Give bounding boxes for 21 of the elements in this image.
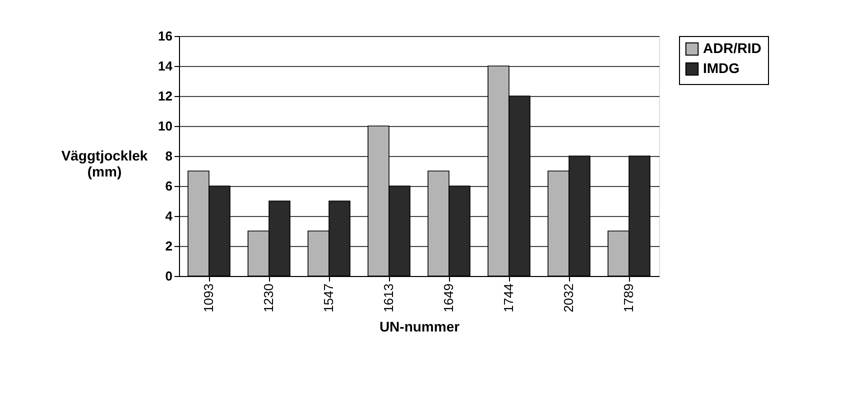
x-tick-label: 1649 (441, 284, 456, 312)
x-tick-label: 1230 (261, 284, 276, 312)
y-tick-label: 4 (165, 208, 174, 224)
y-tick-label: 6 (165, 178, 172, 194)
x-tick-label: 2032 (561, 284, 576, 312)
y-tick-label: 10 (158, 118, 172, 134)
x-tick-label: 1093 (201, 284, 216, 312)
legend-label: IMDG (703, 60, 740, 76)
y-tick-label: 2 (165, 238, 172, 254)
y-tick-label: 14 (158, 58, 174, 74)
x-tick-label: 1744 (501, 284, 516, 312)
y-tick-label: 0 (165, 268, 172, 284)
y-tick-label: 16 (158, 28, 172, 44)
x-tick-label: 1547 (321, 284, 336, 312)
x-axis-title: UN-nummer (379, 318, 460, 334)
legend-label: ADR/RID (703, 40, 762, 56)
x-tick-label: 1789 (621, 284, 636, 312)
y-tick-label: 12 (158, 88, 172, 104)
x-tick-label: 1613 (381, 284, 396, 312)
y-tick-label: 8 (165, 148, 172, 164)
y-axis-title: Väggtjocklek (mm) (61, 148, 148, 180)
